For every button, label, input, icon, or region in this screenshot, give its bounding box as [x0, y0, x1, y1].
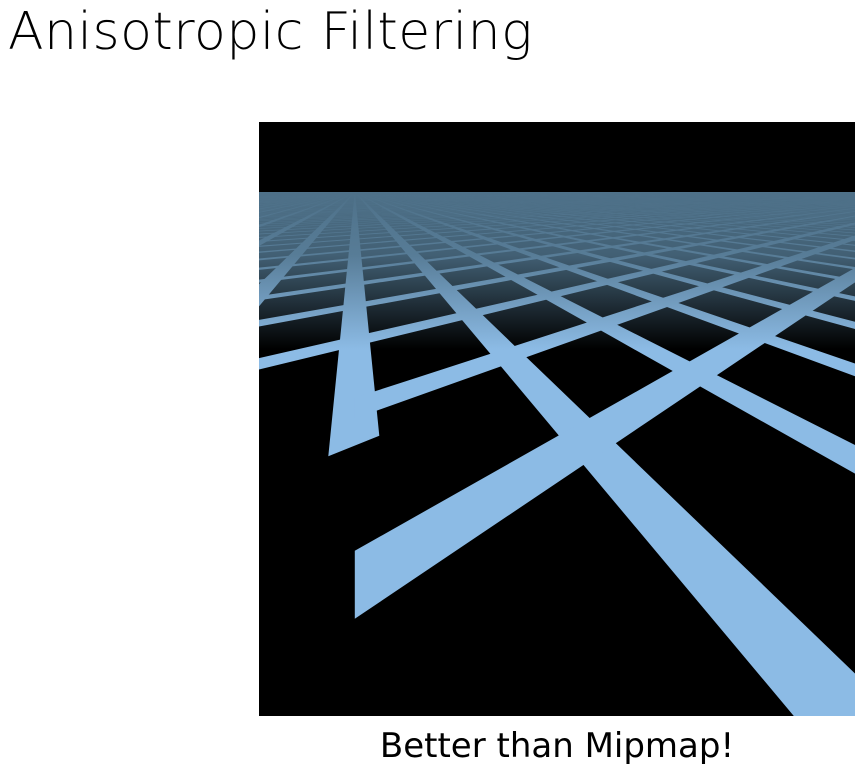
sky — [259, 122, 855, 192]
figure-caption: Better than Mipmap! — [379, 726, 735, 766]
horizon-haze — [259, 192, 855, 716]
perspective-grid-svg — [259, 122, 855, 716]
anisotropic-grid-image — [259, 122, 855, 716]
slide-title: Anisotropic Filtering — [8, 2, 533, 62]
